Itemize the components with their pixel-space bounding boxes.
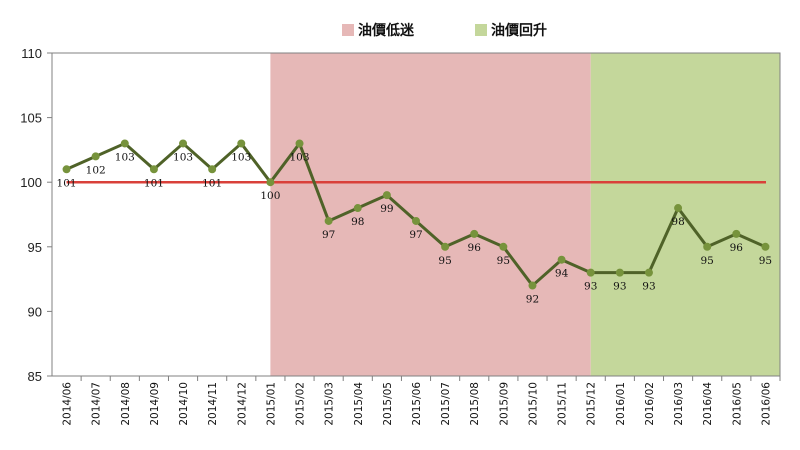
data-point [62,165,71,174]
x-tick-label: 2016/01 [615,382,627,426]
x-tick-label: 2015/03 [324,382,336,426]
x-tick-label: 2015/12 [586,382,598,426]
x-tick-label: 2014/10 [178,382,190,426]
x-tick-label: 2014/09 [149,382,161,426]
region-recovery [590,53,780,376]
data-point [179,139,188,148]
data-label: 95 [497,255,510,267]
x-tick-label: 2015/10 [527,382,539,426]
data-label: 95 [701,255,714,267]
y-tick-label: 95 [28,240,42,255]
x-tick-label: 2015/09 [498,382,510,426]
x-tick-label: 2016/05 [731,382,743,426]
data-point [557,255,566,264]
data-label: 100 [260,190,280,202]
data-point [586,268,595,277]
data-point [674,204,683,213]
data-point [91,152,100,161]
data-point [470,229,479,238]
x-tick-label: 2015/01 [265,382,277,426]
data-point [237,139,246,148]
legend: 油價低迷 油價回升 [342,22,547,39]
data-point [732,229,741,238]
data-label: 101 [202,177,222,189]
data-labels-layer: 101 102 103 101 103 101 103 100 103 97 98 99 97 95 96 9… [57,151,773,305]
data-label: 93 [584,281,597,293]
x-tick-label: 2016/06 [760,382,772,426]
data-label: 101 [144,177,164,189]
data-point [120,139,129,148]
data-label: 96 [730,242,744,254]
plot-area-border [51,52,781,377]
x-tick-label: 2015/04 [353,382,365,426]
legend-label-low-oil: 油價低迷 [358,22,415,39]
series-layer [62,139,770,290]
data-point [412,216,420,225]
data-label: 99 [380,203,393,215]
data-label: 93 [613,281,626,293]
data-label: 101 [57,177,77,189]
data-point [499,242,508,251]
x-tick-label: 2016/03 [673,382,685,426]
data-label: 103 [173,151,193,163]
data-label: 102 [86,164,106,176]
legend-swatch-recovery [475,24,487,36]
axes-layer: 85 90 95 100 105 110 2014/06 2014/07 2014/08 2014… [20,46,781,426]
data-point [208,165,217,174]
x-tick-label: 2014/07 [91,382,103,426]
x-tick-label: 2015/08 [469,382,481,426]
data-label: 94 [555,268,569,280]
data-label: 95 [759,255,772,267]
x-tick-label: 2015/07 [440,382,452,426]
data-point [382,191,391,200]
x-tick-label: 2016/04 [702,382,714,426]
data-point [324,216,333,225]
data-label: 103 [231,151,251,163]
regions-layer [270,53,780,376]
x-tick-label: 2015/02 [295,382,307,426]
data-label: 95 [438,255,451,267]
x-tick-label: 2016/02 [644,382,656,426]
data-label: 92 [526,294,539,306]
data-point [703,242,712,251]
y-tick-label: 85 [28,369,42,384]
legend-label-recovery: 油價回升 [491,22,547,39]
y-tick-label: 110 [21,46,42,61]
data-point [295,139,304,148]
x-tick-label: 2014/11 [207,382,219,426]
data-point [266,178,275,187]
data-point [615,268,624,277]
data-label: 103 [115,151,135,163]
data-point [441,242,450,251]
data-label: 93 [642,281,655,293]
region-low-oil [270,53,591,376]
data-label: 98 [671,216,684,228]
data-label: 103 [289,151,309,163]
x-tick-label: 2015/05 [382,382,394,426]
legend-swatch-low-oil [342,24,354,36]
data-point [761,242,770,251]
data-point [353,204,362,213]
data-label: 98 [351,216,364,228]
data-label: 97 [322,229,335,241]
y-tick-label: 100 [20,175,42,190]
data-point [528,281,537,290]
data-point [644,268,653,277]
x-tick-label: 2014/12 [236,382,248,426]
x-tick-label: 2014/06 [62,382,74,426]
y-tick-label: 105 [20,111,42,126]
data-point [149,165,158,174]
data-label: 97 [409,229,422,241]
data-label: 96 [468,242,482,254]
x-tick-label: 2015/11 [557,382,569,426]
y-tick-label: 90 [28,304,42,319]
x-tick-label: 2015/06 [411,382,423,426]
x-tick-label: 2014/08 [120,382,132,426]
